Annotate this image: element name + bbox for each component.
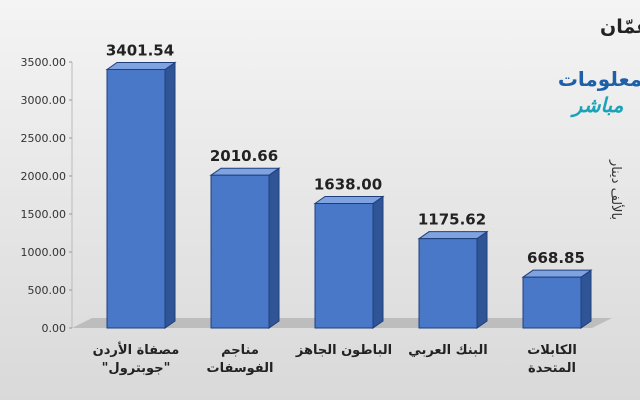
x-tick-label: الكابلات المتحدة [527, 343, 577, 376]
y-tick-label: 1000.00 [21, 246, 67, 259]
data-label: 668.85 [527, 249, 585, 267]
y-tick-label: 2000.00 [21, 170, 67, 183]
bar-side [476, 230, 488, 329]
y-tick-label: 2500.00 [21, 132, 67, 145]
x-tick-label: الباطون الجاهز [295, 343, 393, 358]
bar-side [164, 61, 176, 329]
bar [522, 276, 582, 329]
data-label: 2010.66 [210, 147, 278, 165]
logo-top: معلومات [558, 67, 640, 91]
chart-title: أنشط 5 أسهم قيمةً ببورصة عمّان [600, 14, 640, 38]
x-tick-label: مصفاة الأردن "جوبترول" [92, 343, 180, 376]
x-tick-label: البنك العربي [408, 343, 488, 358]
y-tick-label: 3500.00 [21, 56, 67, 69]
y-tick-label: 500.00 [28, 284, 67, 297]
data-label: 1638.00 [314, 176, 382, 194]
logo-bottom: مباشر [570, 93, 624, 118]
y-tick-label: 3000.00 [21, 94, 67, 107]
bar-side [372, 195, 384, 329]
bar [210, 174, 270, 329]
data-label: 3401.54 [106, 41, 174, 59]
bar-side [580, 269, 592, 329]
x-tick-label: مناجم الفوسفات [206, 343, 274, 376]
bar-top [105, 61, 177, 70]
bar [418, 238, 478, 329]
bar-top [521, 269, 593, 278]
y-tick-label: 0.00 [42, 322, 67, 335]
bar [106, 68, 166, 329]
bar-side [268, 167, 280, 329]
bar-top [209, 167, 281, 176]
bar-top [417, 231, 489, 240]
y-tick-label: 1500.00 [21, 208, 67, 221]
y-axis-label: بالألف دينار [608, 159, 625, 220]
bar-top [313, 196, 385, 205]
bar [314, 203, 374, 329]
data-label: 1175.62 [418, 211, 486, 229]
